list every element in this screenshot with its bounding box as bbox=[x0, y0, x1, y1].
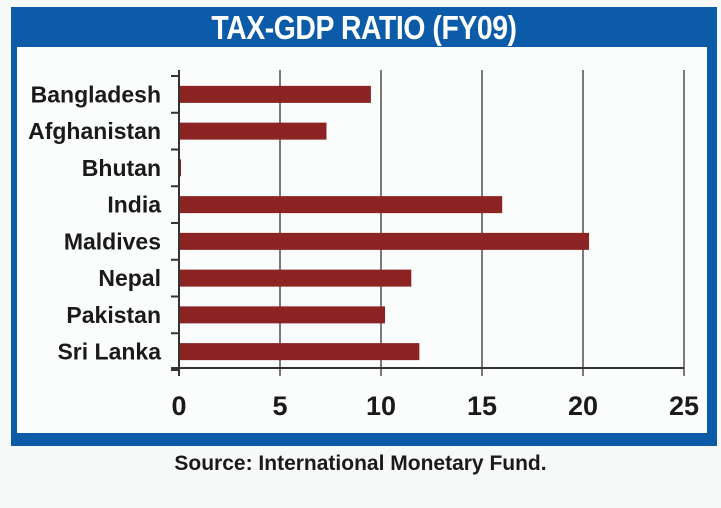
bar-nepal bbox=[179, 269, 412, 287]
bar-afghanistan bbox=[179, 122, 327, 140]
x-tick-label: 20 bbox=[568, 391, 598, 421]
category-label: Bangladesh bbox=[31, 81, 161, 107]
category-label: Afghanistan bbox=[28, 118, 161, 144]
bar-sri-lanka bbox=[179, 343, 420, 361]
category-label: Bhutan bbox=[82, 155, 161, 181]
bar-bhutan bbox=[179, 159, 182, 177]
category-label: Nepal bbox=[98, 265, 161, 291]
category-label: Pakistan bbox=[66, 302, 161, 328]
category-label: Sri Lanka bbox=[57, 339, 161, 365]
x-tick-label: 0 bbox=[171, 391, 186, 421]
bar-bangladesh bbox=[179, 85, 371, 103]
chart-title: TAX-GDP RATIO (FY09) bbox=[211, 9, 517, 46]
bar-maldives bbox=[179, 232, 590, 250]
category-label: Maldives bbox=[64, 228, 161, 254]
x-tick-label: 15 bbox=[467, 391, 497, 421]
bar-india bbox=[179, 196, 503, 214]
source-note: Source: International Monetary Fund. bbox=[174, 452, 547, 475]
bar-pakistan bbox=[179, 306, 386, 324]
x-tick-label: 5 bbox=[272, 391, 287, 421]
x-tick-label: 10 bbox=[366, 391, 396, 421]
x-tick-label: 25 bbox=[669, 391, 699, 421]
category-label: India bbox=[107, 192, 161, 218]
